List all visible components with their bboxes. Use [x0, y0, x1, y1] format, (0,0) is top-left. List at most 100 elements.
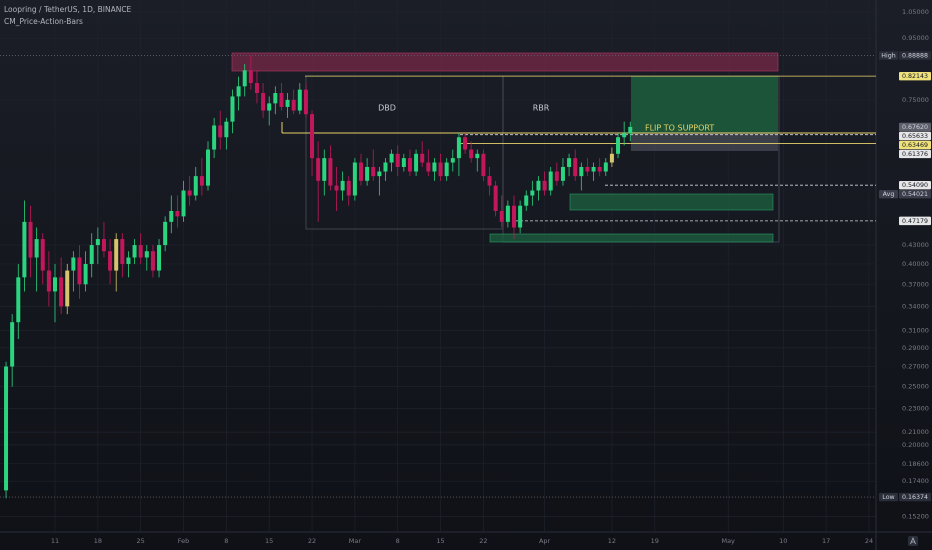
price-tag-box	[879, 189, 898, 199]
candle-body	[157, 245, 162, 271]
candle-body	[114, 239, 119, 271]
price-label-box	[899, 140, 931, 150]
candle-body	[524, 195, 529, 206]
candle-body	[40, 239, 45, 271]
candle-body	[132, 245, 137, 258]
y-tick-label: 0.37000	[902, 280, 929, 288]
candle-body	[101, 239, 106, 252]
candle-body	[432, 162, 437, 172]
candle-body	[573, 158, 578, 177]
candle-body	[175, 210, 180, 217]
candle-body	[77, 257, 82, 285]
y-tick-label: 0.95000	[902, 34, 929, 42]
axes: 1.05000 0.95000 0.75000 0.43000 0.40000 0.370…	[51, 8, 929, 545]
candles	[4, 55, 633, 499]
y-tick-label: 0.15200	[902, 512, 929, 520]
candle-body	[242, 70, 247, 87]
candle-body	[579, 166, 584, 177]
candle-body	[273, 93, 278, 104]
candle-body	[310, 114, 315, 159]
candle-body	[438, 162, 443, 177]
candle-body	[10, 322, 15, 367]
candle-body	[622, 133, 627, 138]
price-label-box	[899, 216, 931, 226]
chart-title: Loopring / TetherUS, 1D, BINANCE	[4, 5, 132, 14]
price-label: 0.65633	[902, 133, 928, 140]
candle-body	[395, 153, 400, 167]
demand-zone	[569, 193, 774, 211]
candle-body	[108, 251, 113, 271]
candle-body	[224, 121, 229, 138]
price-label-box	[899, 492, 931, 502]
candle-body	[346, 180, 351, 196]
candle-body	[542, 180, 547, 191]
auto-scale-icon	[910, 536, 916, 545]
candle-body	[554, 171, 559, 181]
candle-body	[548, 171, 553, 191]
candle-body	[407, 158, 412, 172]
candle-body	[46, 270, 51, 292]
candle-body	[401, 158, 406, 167]
candle-body	[512, 205, 516, 228]
y-tick-label: 0.34000	[902, 302, 929, 310]
candle-body	[163, 221, 168, 246]
x-tick-label: 25	[137, 537, 145, 545]
candle-body	[95, 239, 100, 246]
candle-body	[254, 83, 259, 94]
y-tick-label: 1.05000	[902, 8, 929, 16]
candle-body	[212, 125, 217, 150]
candle-body	[4, 366, 9, 491]
y-tick-label: 0.40000	[902, 260, 929, 268]
x-tick-label: 8	[224, 537, 228, 545]
supply-zone	[231, 52, 779, 72]
candle-body	[267, 103, 272, 111]
x-tick-label: Mar	[349, 537, 362, 545]
y-tick-label: 0.17400	[902, 477, 929, 485]
annotation: DBD	[378, 104, 396, 113]
candle-body	[371, 166, 376, 177]
price-tag: Low	[882, 494, 894, 501]
y-tick-label: 0.75000	[902, 96, 929, 104]
price-label: 0.54021	[902, 191, 928, 198]
candle-body	[536, 180, 541, 191]
x-tick-label: 15	[265, 537, 273, 545]
candle-body	[603, 162, 608, 172]
candle-body	[609, 153, 614, 163]
price-label-box	[899, 122, 931, 132]
candle-body	[316, 158, 321, 181]
x-tick-label: 19	[651, 537, 659, 545]
x-tick-label: 8	[396, 537, 400, 545]
candle-body	[297, 89, 302, 111]
candle-body	[328, 158, 333, 186]
price-label: 0.16374	[902, 494, 928, 501]
x-tick-label: 17	[822, 537, 830, 545]
price-label-box	[899, 51, 931, 60]
candle-body	[420, 153, 425, 163]
candle-body	[34, 239, 39, 258]
price-label: 0.63469	[902, 142, 928, 149]
indicator-name: CM_Price-Action-Bars	[4, 17, 83, 26]
target-zone	[631, 76, 778, 133]
candle-body	[456, 137, 461, 159]
y-tick-label: 0.43000	[902, 241, 929, 249]
price-label: 0.54090	[902, 182, 928, 189]
price-label-box	[899, 189, 931, 199]
x-tick-label: 22	[308, 537, 316, 545]
candle-body	[352, 162, 357, 196]
candle-body	[530, 190, 535, 196]
price-label-box	[899, 180, 931, 190]
y-tick-label: 0.31000	[902, 326, 929, 334]
price-label: 0.47179	[902, 218, 928, 225]
candle-body	[597, 166, 602, 172]
candle-body	[444, 162, 449, 177]
candle-body	[475, 153, 480, 159]
candle-body	[53, 277, 57, 292]
candle-body	[365, 166, 370, 181]
candle-body	[65, 270, 70, 307]
x-tick-label: 10	[779, 537, 787, 545]
price-tag: Avg	[883, 191, 895, 198]
candle-body	[505, 205, 510, 222]
candle-body	[120, 239, 125, 264]
